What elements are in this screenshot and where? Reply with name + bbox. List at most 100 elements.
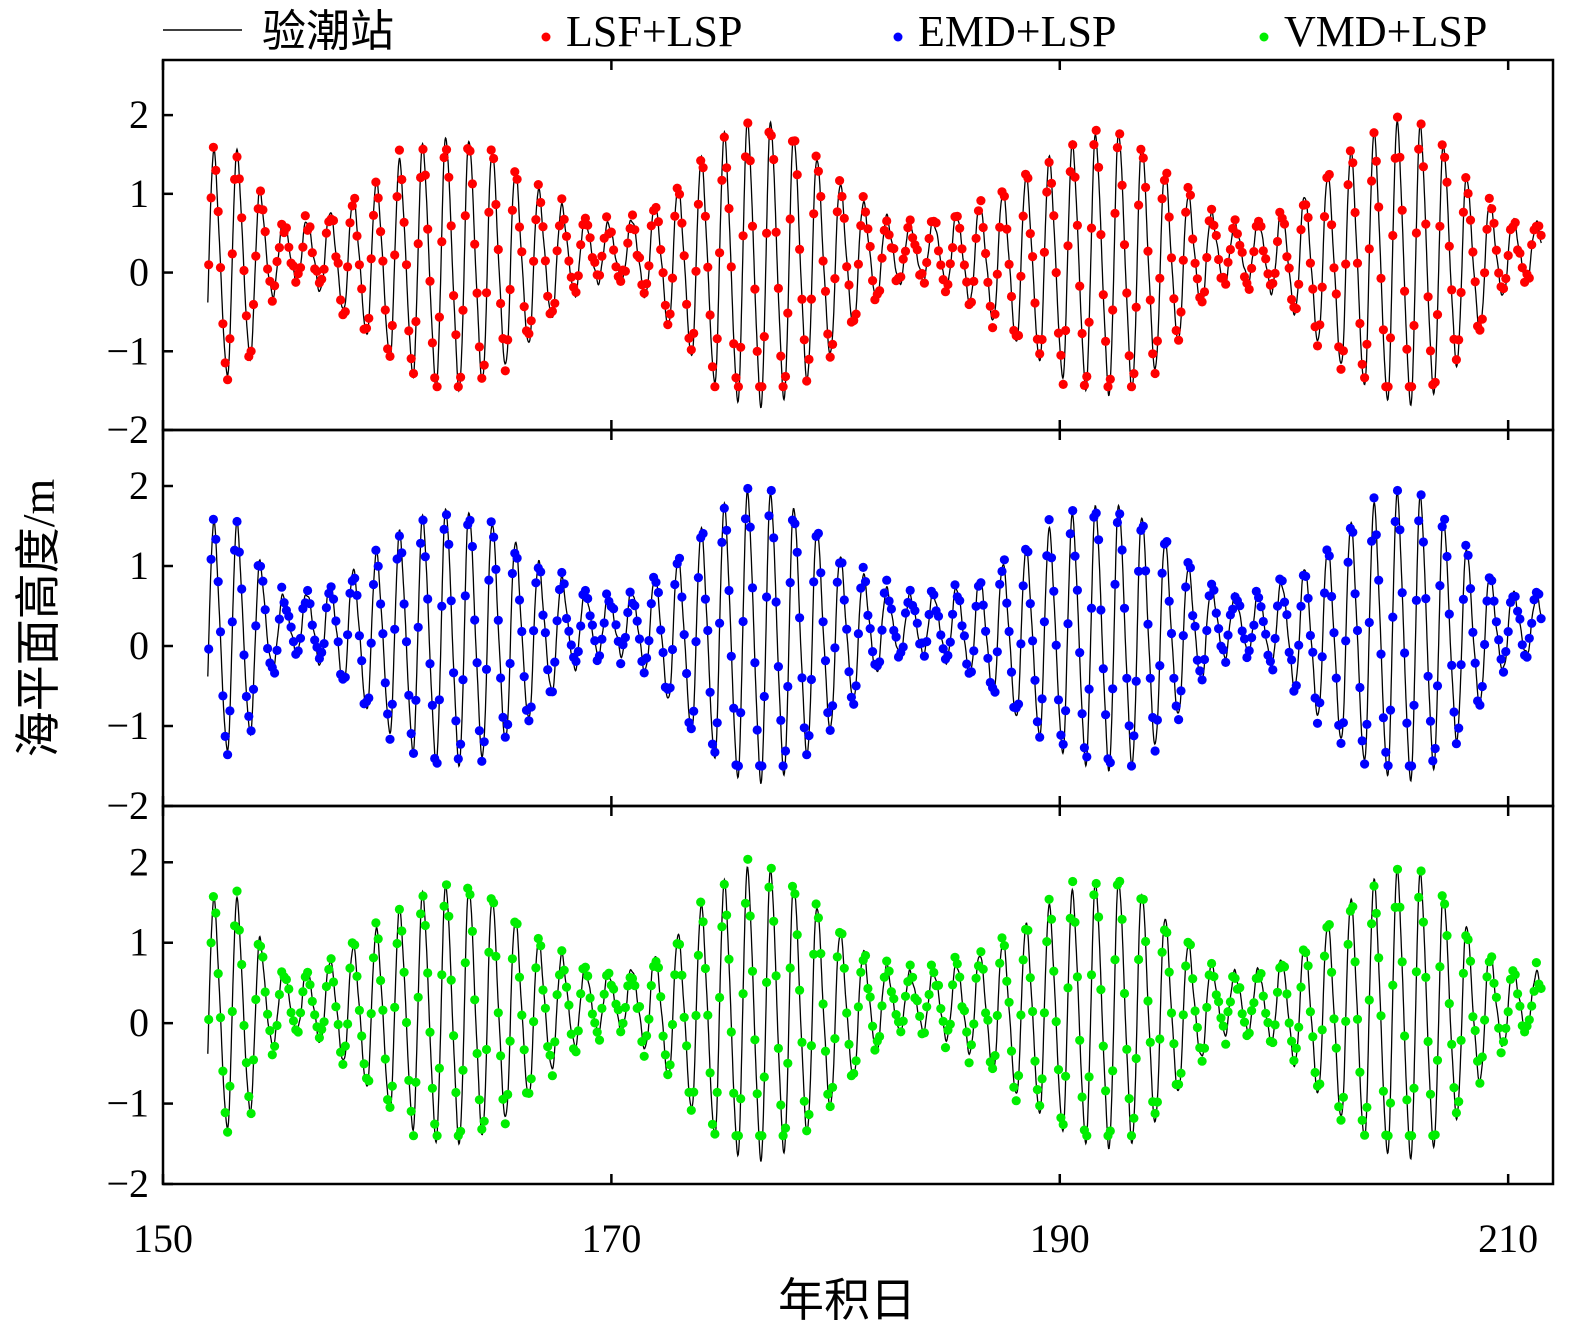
data-point [484,575,494,585]
data-point [908,233,918,243]
data-point [321,228,331,238]
data-point [564,256,574,266]
data-point [1270,633,1280,644]
data-point [792,170,802,180]
data-point [1475,1078,1485,1088]
data-point [719,132,729,142]
data-point [1282,252,1292,262]
data-point [1360,759,1370,769]
data-point [1002,976,1012,986]
data-point [1086,970,1097,980]
data-point [780,371,791,382]
data-point [733,761,744,771]
data-point [1296,601,1306,611]
data-point [505,1036,515,1046]
data-point [773,1043,784,1053]
data-point [1249,998,1259,1008]
data-point [458,305,468,315]
data-point [1498,667,1509,677]
data-point [705,1068,715,1078]
data-point [992,269,1002,279]
data-point [319,1017,329,1027]
data-point [1515,248,1525,258]
data-point [1258,616,1268,627]
data-point [900,608,911,618]
data-point [736,1094,746,1104]
data-point [1002,598,1012,608]
data-point [740,514,751,524]
data-point [783,1058,793,1068]
data-point [752,725,762,735]
data-point [1207,204,1217,214]
data-point [1134,200,1144,210]
data-point [1364,617,1374,628]
data-point [547,1071,558,1081]
data-point [602,212,612,222]
data-point [307,996,317,1007]
data-point [390,1002,400,1013]
data-point [354,260,364,270]
data-point [458,675,468,685]
data-point [1063,983,1073,993]
data-point [1284,1018,1294,1028]
data-point [1209,972,1219,982]
data-point [352,971,362,982]
data-point [1392,112,1403,122]
data-point [328,594,339,604]
data-point [611,262,621,272]
data-point [519,1045,529,1055]
data-point [1334,1102,1344,1112]
data-point [1119,240,1130,250]
data-point [479,1116,489,1126]
data-point [472,288,482,298]
data-point [540,256,551,266]
data-point [1063,241,1073,251]
data-point [731,373,741,383]
data-point [258,576,268,586]
data-point [559,579,569,589]
data-point [853,629,864,639]
data-point [552,616,562,626]
data-point [293,1027,303,1037]
data-point [1061,1071,1071,1081]
data-point [1049,211,1059,221]
data-point [698,917,708,927]
data-point [1150,746,1160,756]
data-point [1491,245,1501,255]
data-point [1383,1131,1393,1141]
data-point [484,947,494,957]
data-point [945,637,955,647]
data-point [246,726,256,736]
data-point [1376,273,1386,283]
data-point [1023,925,1033,935]
data-point [392,938,402,949]
data-point [804,731,814,741]
data-point [924,233,934,244]
data-point [227,1006,237,1017]
data-point [981,1008,991,1018]
data-point [1115,129,1125,139]
data-point [1096,230,1106,240]
data-point [1475,700,1485,710]
data-point [524,329,534,339]
data-point [451,1087,461,1098]
data-point [1117,180,1127,190]
data-point [1355,682,1365,693]
data-point [1138,153,1148,163]
data-point [1388,612,1398,622]
data-point [1126,761,1137,771]
data-point [891,1010,901,1020]
data-point [630,225,640,235]
data-point [385,351,395,361]
data-point [368,579,379,590]
data-point [616,1027,626,1037]
data-point [1301,200,1311,210]
data-point [785,963,795,973]
data-point [837,558,847,568]
data-point [364,693,374,703]
data-point [750,1035,760,1045]
data-point [1456,287,1466,298]
data-point [208,892,218,902]
data-point [1487,204,1497,214]
data-point [844,1039,854,1049]
